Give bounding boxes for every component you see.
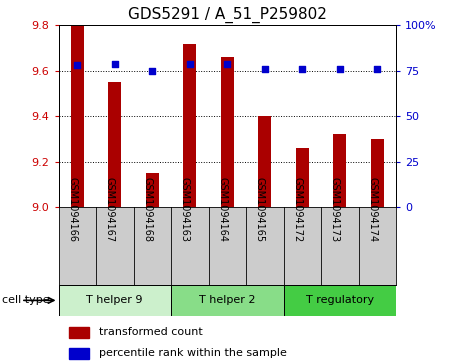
Text: GSM1094174: GSM1094174 [367, 177, 377, 242]
Title: GDS5291 / A_51_P259802: GDS5291 / A_51_P259802 [128, 7, 327, 23]
Text: T helper 2: T helper 2 [199, 295, 256, 305]
Bar [146, 173, 159, 207]
Bar [171, 285, 284, 316]
Text: T helper 9: T helper 9 [86, 295, 143, 305]
Point [74, 62, 81, 68]
Text: T regulatory: T regulatory [306, 295, 374, 305]
Point [336, 66, 343, 72]
Point [299, 66, 306, 72]
Bar [183, 44, 196, 207]
Point [224, 61, 231, 66]
Bar [68, 348, 89, 359]
Bar [58, 285, 171, 316]
Point [261, 66, 268, 72]
Bar [68, 327, 89, 338]
Point [186, 61, 194, 66]
Text: GSM1094173: GSM1094173 [330, 177, 340, 242]
Point [374, 66, 381, 72]
Text: GSM1094167: GSM1094167 [105, 177, 115, 242]
Text: GSM1094166: GSM1094166 [67, 177, 77, 242]
Bar [333, 134, 346, 207]
Bar [71, 25, 84, 207]
Text: GSM1094163: GSM1094163 [180, 177, 190, 242]
Bar [296, 148, 309, 207]
Text: transformed count: transformed count [99, 327, 203, 337]
Text: GSM1094165: GSM1094165 [255, 177, 265, 242]
Bar [220, 57, 234, 207]
Text: GSM1094168: GSM1094168 [142, 177, 152, 242]
Bar [108, 82, 122, 207]
Bar [371, 139, 384, 207]
Bar [258, 116, 271, 207]
Text: cell type: cell type [2, 295, 50, 305]
Point [148, 68, 156, 74]
Text: percentile rank within the sample: percentile rank within the sample [99, 348, 287, 358]
Bar [284, 285, 396, 316]
Text: GSM1094164: GSM1094164 [217, 177, 227, 242]
Point [111, 61, 118, 66]
Text: GSM1094172: GSM1094172 [292, 177, 302, 242]
